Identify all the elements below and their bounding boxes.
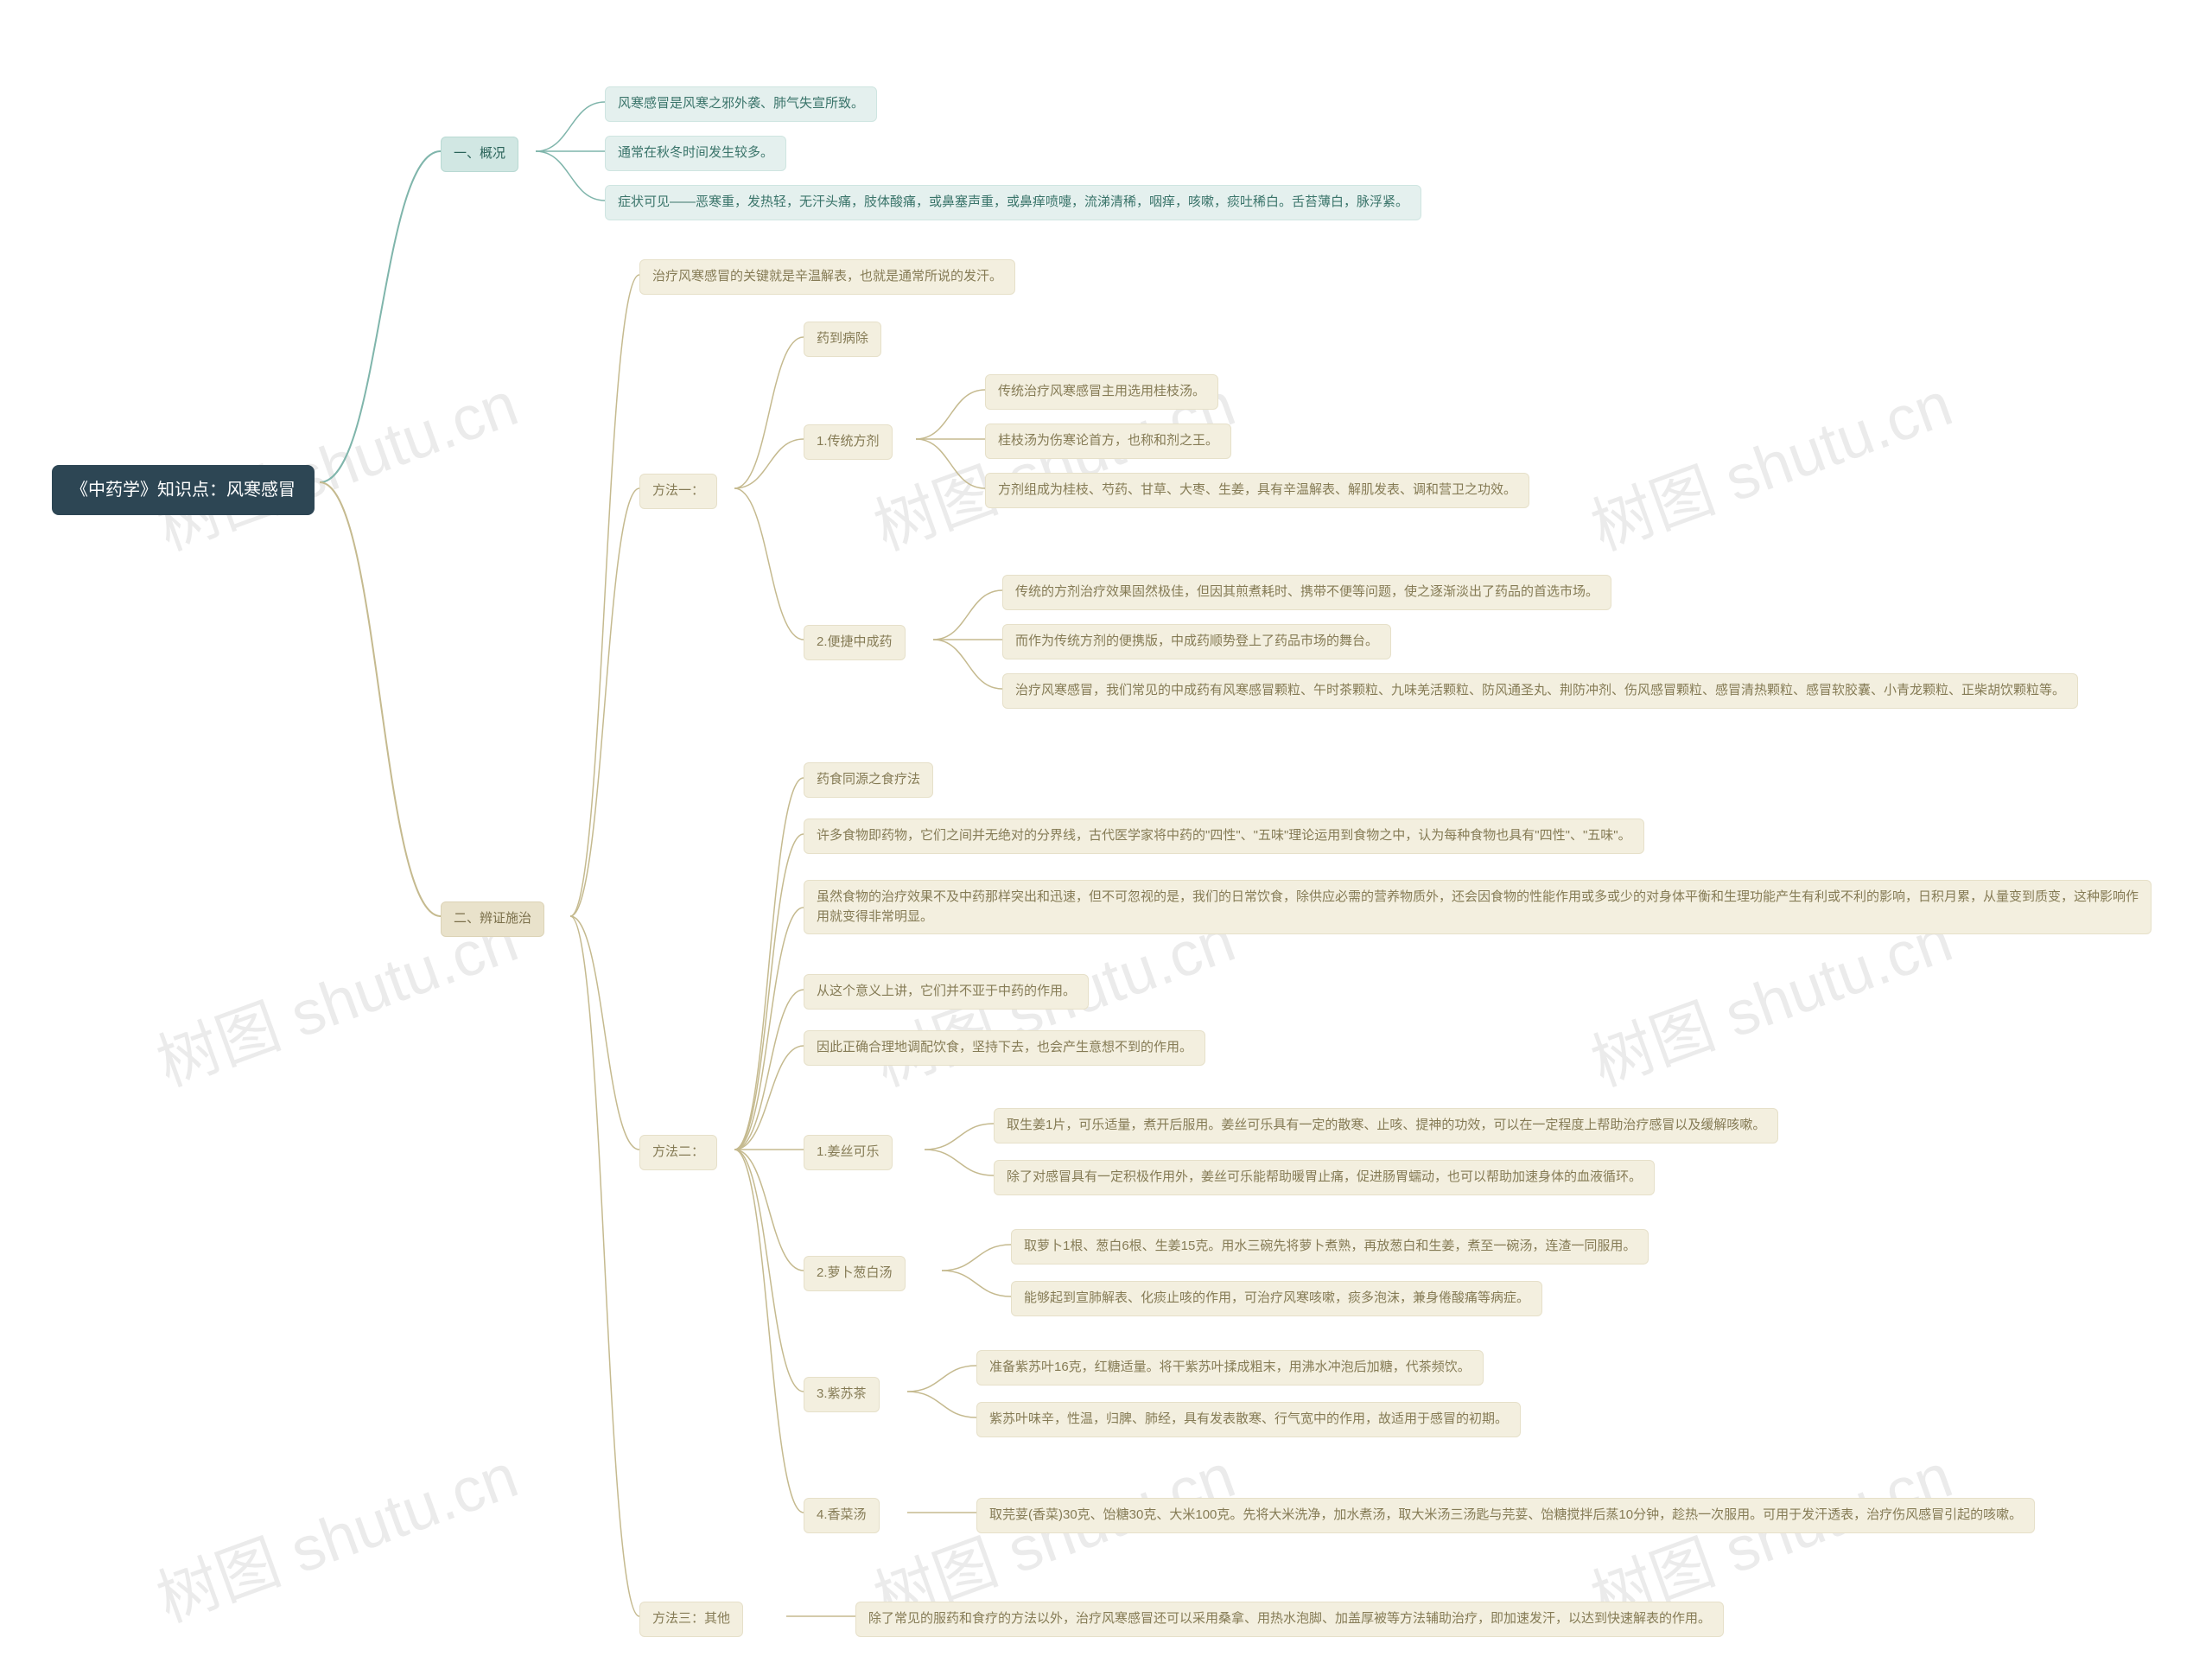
method2-r4-text: 取芫荽(香菜)30克、饴糖30克、大米100克。先将大米洗净，加水煮汤，取大米汤… (976, 1498, 2035, 1533)
section1-item: 通常在秋冬时间发生较多。 (605, 136, 786, 171)
method3-node: 方法三：其他 (639, 1602, 743, 1637)
method1-p2: 2.便捷中成药 (804, 625, 906, 660)
method2-r4: 4.香菜汤 (804, 1498, 880, 1533)
method2-pre: 许多食物即药物，它们之间并无绝对的分界线，古代医学家将中药的"四性"、"五味"理… (804, 819, 1644, 854)
method1-p1-item: 方剂组成为桂枝、芍药、甘草、大枣、生姜，具有辛温解表、解肌发表、调和营卫之功效。 (985, 473, 1529, 508)
method2-r3-item: 紫苏叶味辛，性温，归脾、肺经，具有发表散寒、行气宽中的作用，故适用于感冒的初期。 (976, 1402, 1521, 1437)
method1-p1-item: 传统治疗风寒感冒主用选用桂枝汤。 (985, 374, 1218, 410)
method2-pre: 因此正确合理地调配饮食，坚持下去，也会产生意想不到的作用。 (804, 1030, 1205, 1066)
method3-text: 除了常见的服药和食疗的方法以外，治疗风寒感冒还可以采用桑拿、用热水泡脚、加盖厚被… (855, 1602, 1724, 1637)
method2-r1: 1.姜丝可乐 (804, 1135, 893, 1170)
method1-p0: 药到病除 (804, 322, 881, 357)
method2-r3: 3.紫苏茶 (804, 1377, 880, 1412)
root-node: 《中药学》知识点：风寒感冒 (52, 465, 315, 515)
method2-pre: 虽然食物的治疗效果不及中药那样突出和迅速，但不可忽视的是，我们的日常饮食，除供应… (804, 880, 2152, 934)
method2-pre: 药食同源之食疗法 (804, 762, 933, 798)
section2-intro: 治疗风寒感冒的关键就是辛温解表，也就是通常所说的发汗。 (639, 259, 1015, 295)
mindmap-canvas: 树图 shutu.cn 树图 shutu.cn 树图 shutu.cn 树图 s… (0, 0, 2212, 1669)
method2-r2: 2.萝卜葱白汤 (804, 1256, 906, 1291)
watermark: 树图 shutu.cn (1577, 354, 1962, 568)
method2-r3-item: 准备紫苏叶16克，红糖适量。将干紫苏叶揉成粗末，用沸水冲泡后加糖，代茶频饮。 (976, 1350, 1484, 1386)
method2-pre: 从这个意义上讲，它们并不亚于中药的作用。 (804, 974, 1089, 1010)
method1-p1-item: 桂枝汤为伤寒论首方，也称和剂之王。 (985, 424, 1231, 459)
watermark: 树图 shutu.cn (143, 1425, 528, 1640)
method1-p2-item: 而作为传统方剂的便携版，中成药顺势登上了药品市场的舞台。 (1002, 624, 1391, 659)
section2-node: 二、辨证施治 (441, 901, 544, 937)
method1-node: 方法一： (639, 474, 717, 509)
method2-r1-item: 取生姜1片，可乐适量，煮开后服用。姜丝可乐具有一定的散寒、止咳、提神的功效，可以… (994, 1108, 1778, 1143)
method1-p2-item: 传统的方剂治疗效果固然极佳，但因其煎煮耗时、携带不便等问题，使之逐渐淡出了药品的… (1002, 575, 1611, 610)
method1-p1: 1.传统方剂 (804, 424, 893, 460)
method2-r2-item: 能够起到宣肺解表、化痰止咳的作用，可治疗风寒咳嗽，痰多泡沫，兼身倦酸痛等病症。 (1011, 1281, 1542, 1316)
section1-item: 症状可见——恶寒重，发热轻，无汗头痛，肢体酸痛，或鼻塞声重，或鼻痒喷嚏，流涕清稀… (605, 185, 1421, 220)
method2-r2-item: 取萝卜1根、葱白6根、生姜15克。用水三碗先将萝卜煮熟，再放葱白和生姜，煮至一碗… (1011, 1229, 1649, 1264)
method2-node: 方法二： (639, 1135, 717, 1170)
method2-r1-item: 除了对感冒具有一定积极作用外，姜丝可乐能帮助暖胃止痛，促进肠胃蠕动，也可以帮助加… (994, 1160, 1655, 1195)
section1-node: 一、概况 (441, 137, 518, 172)
watermark: 树图 shutu.cn (143, 354, 528, 568)
section1-item: 风寒感冒是风寒之邪外袭、肺气失宣所致。 (605, 86, 877, 122)
method1-p2-item: 治疗风寒感冒，我们常见的中成药有风寒感冒颗粒、午时茶颗粒、九味羌活颗粒、防风通圣… (1002, 673, 2078, 709)
